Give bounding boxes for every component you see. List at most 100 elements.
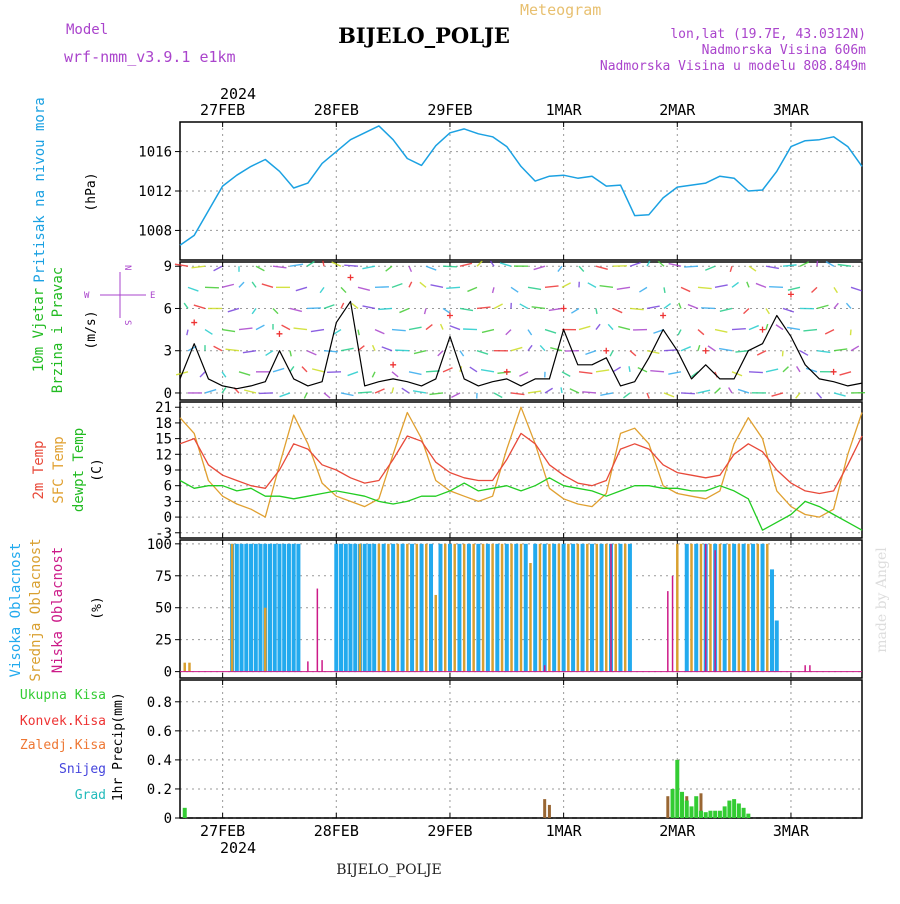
footer-station: BIJELO_POLJE (336, 862, 441, 878)
precip-title: 1hr Precip (111, 723, 126, 801)
wind-barb (730, 266, 732, 272)
compass-w: W (84, 291, 90, 301)
temp2m-label: 2m Temp (31, 440, 47, 499)
wind-barb (528, 345, 532, 350)
wind-barb (630, 351, 636, 356)
cloud-bar (438, 544, 442, 672)
ytick-label: 9 (164, 463, 172, 479)
cloud-bar (672, 576, 674, 672)
cloud-bar (296, 544, 300, 672)
wind-barb (840, 372, 851, 375)
cloud-bar (766, 544, 769, 672)
gust-marker (504, 369, 510, 375)
cloud-bar (307, 661, 309, 671)
precip-bar (548, 805, 551, 818)
precip-bar (666, 796, 669, 818)
cloud-bar (544, 665, 546, 671)
wind-barb (358, 392, 372, 393)
wind-barb (613, 308, 622, 312)
cloud-bar (732, 544, 736, 672)
wind-barb (579, 266, 584, 271)
wind-barb (647, 306, 660, 308)
ytick-label: 0 (164, 665, 172, 681)
meteogram-label: Meteogram (520, 1, 601, 19)
cloud-bar (624, 544, 627, 672)
wind-barb (273, 308, 278, 313)
wind-barb (450, 326, 460, 330)
wind-barb (470, 367, 477, 372)
ytick-label: 50 (155, 601, 172, 617)
wind-barb (311, 330, 324, 332)
panel-frame (180, 262, 862, 400)
wind-barb (256, 266, 264, 270)
cloud-bar (406, 544, 409, 672)
bottom-date-label: 2MAR (659, 822, 696, 840)
model-name: wrf-nmm_v3.9.1 e1km (64, 48, 236, 66)
gust-marker (603, 348, 609, 354)
cloud-bar (738, 544, 741, 672)
cloud-bar (501, 544, 504, 672)
wind-barb (851, 287, 862, 291)
wind-barb (290, 366, 294, 371)
wind-barb (846, 303, 851, 308)
wind-barb (834, 349, 847, 351)
gust-marker (191, 320, 197, 326)
wind-barb (460, 308, 473, 310)
bottom-date-label: 1MAR (546, 822, 583, 840)
wind-barb (596, 324, 600, 329)
ytick-label: 0 (164, 811, 172, 827)
wind-barb (307, 351, 316, 355)
cloud-bar (571, 544, 575, 672)
wind-barb (735, 351, 749, 352)
cloud-bar (359, 544, 362, 672)
cloud-bar (775, 621, 779, 672)
wind-barb (800, 351, 808, 356)
wind-barb (630, 308, 644, 309)
cloud-bar (558, 544, 561, 672)
cloud-bar (581, 544, 585, 672)
precip-unit: (mm) (111, 692, 126, 723)
gust-marker (831, 369, 837, 375)
wind-barb (341, 303, 344, 308)
top-date-label: 27FEB (200, 101, 245, 119)
ytick-label: 75 (155, 569, 172, 585)
ytick-label: 0 (164, 510, 172, 526)
cloud-bar (372, 544, 376, 672)
cloud-bar (510, 544, 513, 672)
ytick-label: 1012 (138, 184, 172, 200)
cloud-bar (397, 544, 400, 672)
watermark: made by Angel (874, 547, 890, 653)
wind-barb (214, 266, 222, 270)
wind-barb (399, 308, 409, 312)
wind-barb (570, 389, 579, 393)
wind-barb (392, 387, 393, 393)
cloud-bar (467, 544, 471, 672)
wind-barb (545, 388, 553, 393)
wind-barb (252, 282, 256, 287)
wind-barb (341, 393, 353, 396)
bottom-date-label: 27FEB (200, 822, 245, 840)
wind-barb (812, 287, 817, 292)
wind-barb (562, 283, 571, 287)
wind-barb (669, 264, 681, 267)
wind-barb (766, 324, 768, 330)
precip-bar (723, 806, 727, 818)
cloud-bar (367, 544, 371, 672)
wind-barb (358, 287, 370, 290)
cloud-bar (188, 663, 191, 672)
bottom-date-label: 3MAR (773, 822, 810, 840)
wind-barb (402, 388, 409, 393)
model-altitude-label: Nadmorska Visina u modelu 808.849m (600, 59, 866, 74)
legend-ukupna: Ukupna Kisa (20, 688, 106, 703)
wind-barb (441, 324, 443, 330)
wind-barb (395, 350, 409, 351)
cloud-bar (543, 544, 547, 672)
precip-bar (718, 811, 722, 818)
cloud-bar (387, 544, 390, 672)
wind-barb (608, 324, 613, 329)
wind-barb (438, 351, 443, 356)
wind-barb (375, 330, 384, 334)
wind-barb (772, 393, 783, 396)
wind-barb (362, 266, 375, 268)
